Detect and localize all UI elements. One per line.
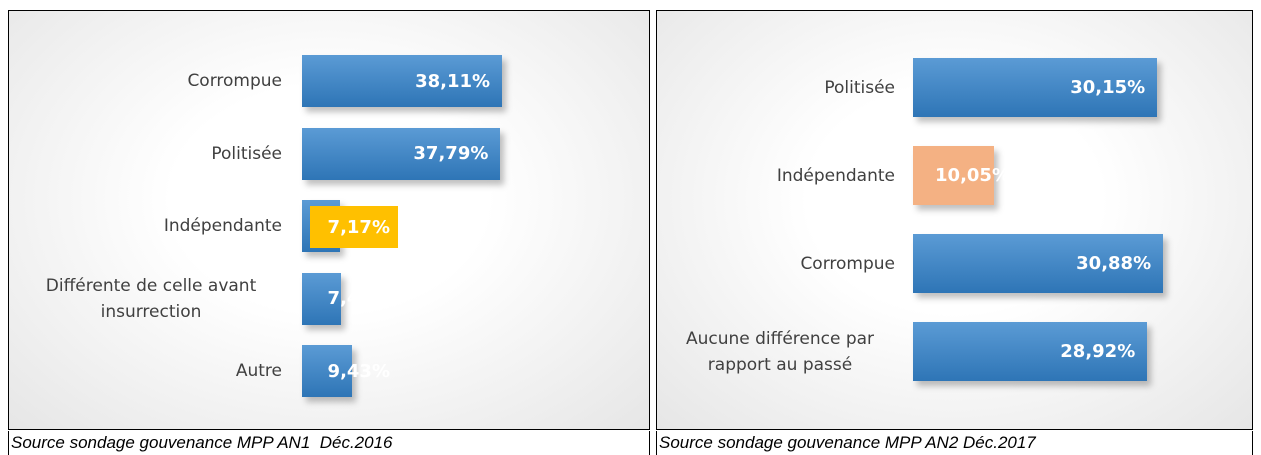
- category-label: Indépendante: [20, 180, 282, 272]
- category-text: Indépendante: [776, 165, 895, 186]
- value-label: 7,49%: [327, 288, 390, 309]
- category-text: Politisée: [824, 77, 895, 98]
- value-label: 7,17%: [310, 206, 398, 248]
- bar: [913, 58, 1158, 117]
- category-label: Autre: [20, 325, 282, 417]
- value-label: 28,92%: [1060, 341, 1136, 362]
- value-label: 9,43%: [327, 360, 390, 382]
- bar: [913, 146, 995, 205]
- category-text: Corrompue: [800, 253, 895, 274]
- bar: [302, 127, 501, 180]
- category-label: Indépendante: [665, 126, 895, 225]
- category-label: Corrompue: [20, 35, 282, 127]
- value-label: 10,05%: [935, 165, 1010, 186]
- bar: [302, 345, 352, 397]
- bar: [302, 272, 342, 325]
- category-text: Différente de celle avant insurrection: [45, 275, 257, 322]
- caption: Source sondage gouvenance MPP AN1 Déc.20…: [8, 431, 650, 455]
- category-label: Politisée: [20, 108, 282, 200]
- bar: [913, 322, 1148, 381]
- value-label: 37,79%: [413, 143, 489, 164]
- category-label: Différente de celle avant insurrection: [20, 253, 282, 345]
- category-text: Autre: [235, 361, 282, 381]
- category-label: Politisée: [665, 38, 895, 137]
- category-text: Corrompue: [187, 71, 282, 91]
- bar: [302, 55, 503, 107]
- category-text: Indépendante: [163, 216, 282, 236]
- category-label: Aucune différence par rapport au passé: [665, 302, 895, 401]
- category-label: Corrompue: [665, 214, 895, 313]
- caption: Source sondage gouvenance MPP AN2 Déc.20…: [656, 431, 1253, 455]
- bar: [913, 234, 1164, 293]
- value-label: 30,88%: [1076, 253, 1152, 274]
- value-label: 30,15%: [1070, 77, 1146, 98]
- value-label: 38,11%: [415, 70, 491, 92]
- category-text: Aucune différence par rapport au passé: [685, 328, 875, 375]
- category-text: Politisée: [211, 143, 282, 164]
